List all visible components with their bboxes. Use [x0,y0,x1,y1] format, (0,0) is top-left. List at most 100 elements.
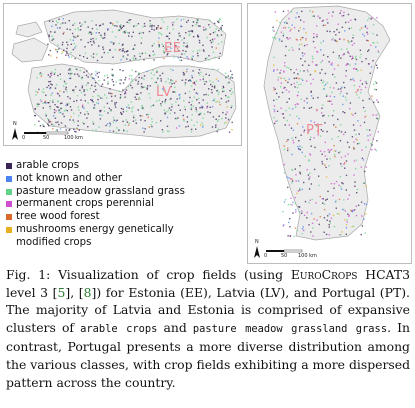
crop-field-dot [216,20,219,23]
crop-field-dot [126,130,129,133]
crop-field-dot [290,68,292,71]
citation-link[interactable]: 8 [83,284,92,300]
crop-field-dot [111,74,113,76]
crop-field-dot [84,52,87,54]
crop-field-dot [338,184,340,186]
crop-field-dot [346,48,348,50]
crop-field-dot [288,124,290,126]
crop-field-dot [359,79,362,82]
crop-field-dot [308,107,311,109]
crop-field-dot [290,11,293,13]
crop-field-dot [222,111,224,114]
crop-field-dot [331,15,333,17]
crop-field-dot [171,83,173,85]
crop-field-dot [290,83,293,86]
crop-field-dot [346,92,348,95]
crop-field-dot [49,80,52,83]
crop-field-dot [159,32,161,35]
crop-field-dot [227,82,229,84]
crop-field-dot [162,88,164,90]
crop-field-dot [161,33,163,36]
crop-field-dot [47,102,49,104]
crop-field-dot [87,82,89,84]
crop-field-dot [170,97,172,100]
crop-field-dot [84,21,87,23]
crop-field-dot [289,37,291,39]
crop-field-dot [225,94,227,97]
crop-field-dot [75,45,77,47]
crop-field-dot [102,37,104,39]
crop-field-dot [324,141,326,144]
crop-field-dot [99,24,102,26]
crop-field-dot [363,182,365,184]
crop-field-dot [168,130,170,133]
crop-field-dot [65,109,67,111]
crop-field-dot [158,44,160,46]
crop-field-dot [354,63,357,65]
crop-field-dot [72,89,74,91]
crop-field-dot [140,83,143,85]
crop-field-dot [345,64,347,66]
crop-field-dot [114,25,116,27]
crop-field-dot [368,49,370,51]
crop-field-dot [81,87,83,89]
crop-field-dot [128,22,130,24]
crop-field-dot [303,129,306,131]
crop-field-dot [199,79,201,81]
crop-field-dot [217,93,220,96]
crop-field-dot [287,186,289,189]
legend-item-not-known-and-other: not known and other [6,173,246,186]
crop-field-dot [316,50,318,53]
crop-field-dot [206,105,209,108]
crop-field-dot [178,97,181,100]
crop-field-dot [372,138,374,140]
crop-field-dot [373,42,375,44]
crop-field-dot [273,105,276,107]
crop-field-dot [73,128,75,130]
crop-field-dot [147,116,149,118]
crop-field-dot [309,154,312,156]
crop-field-dot [211,46,213,48]
crop-field-dot [289,226,291,228]
crop-field-dot [74,36,77,39]
crop-field-dot [316,219,318,221]
crop-field-dot [98,32,100,34]
crop-field-dot [281,91,284,94]
crop-field-dot [91,84,93,87]
crop-field-dot [359,91,362,94]
crop-field-dot [303,214,306,216]
crop-field-dot [278,38,281,40]
crop-field-dot [160,78,162,80]
crop-field-dot [356,188,359,191]
crop-field-dot [330,100,332,102]
crop-field-dot [209,33,212,35]
crop-field-dot [135,93,138,95]
crop-field-dot [329,95,331,97]
crop-field-dot [310,231,312,233]
crop-field-dot [89,87,92,90]
crop-field-dot [202,99,204,101]
crop-field-dot [377,101,379,103]
crop-field-dot [50,72,52,75]
crop-field-dot [123,30,126,33]
crop-field-dot [212,51,215,53]
crop-field-dot [277,79,279,81]
crop-field-dot [83,90,85,93]
crop-field-dot [221,24,223,27]
figure-caption: Fig. 1: Visualization of crop fields (us… [6,266,410,391]
crop-field-dot [305,38,307,40]
crop-field-dot [86,57,88,59]
crop-field-dot [376,117,378,120]
crop-field-dot [81,106,84,108]
crop-field-dot [48,121,50,123]
crop-field-dot [208,55,210,57]
crop-field-dot [92,53,95,55]
crop-field-dot [298,140,300,142]
crop-field-dot [85,74,88,77]
crop-field-dot [66,109,69,112]
crop-field-dot [69,74,72,76]
crop-field-dot [309,138,311,141]
crop-field-dot [332,11,334,13]
citation-link[interactable]: 5 [57,284,66,300]
crop-field-dot [212,68,214,70]
